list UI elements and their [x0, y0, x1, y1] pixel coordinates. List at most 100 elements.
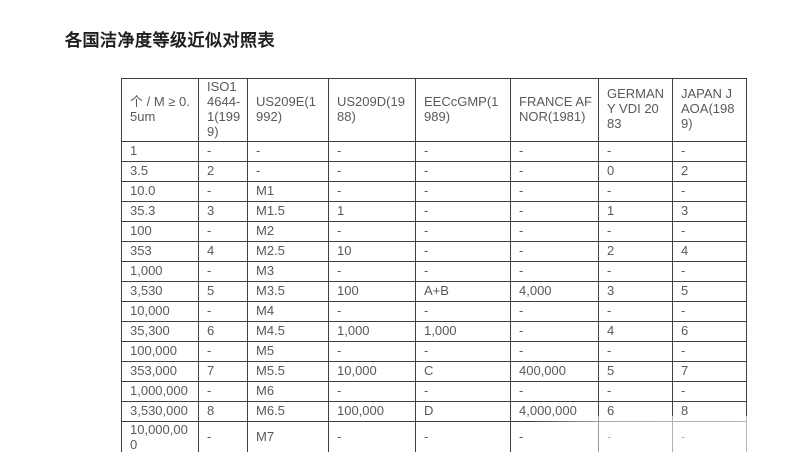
table-row: 35,300 6 M4.5 1,000 1,000-4 6 — [121, 320, 747, 342]
header-row: 个 / M ≥ 0.5um ISO14644-1(1999) US209E(1992… — [121, 78, 747, 142]
table-cell: M5 — [247, 340, 329, 362]
table-cell: 1,000 — [415, 320, 511, 342]
table-cell: 35,300 — [121, 320, 199, 342]
table-cell: - — [510, 200, 599, 222]
table-cell: - — [415, 420, 511, 452]
table-cell: 0 — [598, 160, 673, 182]
table-cell: - — [672, 180, 747, 202]
table-cell: M7 — [247, 420, 329, 452]
table-cell: - — [510, 240, 599, 262]
table-cell: - — [328, 180, 416, 202]
table-cell: - — [415, 200, 511, 222]
column-header: 个 / M ≥ 0.5um — [121, 78, 199, 142]
table-cell: - — [328, 260, 416, 282]
table-cell: 1,000 — [121, 260, 199, 282]
table-cell: M4 — [247, 300, 329, 322]
table-cell: - — [510, 320, 599, 342]
table-cell: 100 — [121, 220, 199, 242]
table-cell: - — [198, 220, 248, 242]
table-cell: - — [672, 420, 747, 452]
table-cell: - — [328, 380, 416, 402]
page-title: 各国洁净度等级近似对照表 — [65, 31, 275, 50]
table-cell: 353,000 — [121, 360, 199, 382]
table-cell: D — [415, 400, 511, 422]
table-cell: 10.0 — [121, 180, 199, 202]
table-cell: - — [415, 160, 511, 182]
table-body: 1- - - - - - -3.5 2- - - -0 2 10.0- M1- - - - -35.3 3 M1.5 1… — [121, 140, 747, 452]
table-cell: - — [198, 300, 248, 322]
table-cell: - — [328, 220, 416, 242]
table-cell: 100,000 — [328, 400, 416, 422]
table-cell: - — [415, 220, 511, 242]
column-header: GERMANY VDI 2083 — [598, 78, 673, 142]
table-cell: 6 — [672, 320, 747, 342]
table-row: 1,000- M3- - - - - — [121, 260, 747, 282]
table-cell: - — [198, 260, 248, 282]
table-cell: 10,000 — [121, 300, 199, 322]
table-cell: - — [510, 300, 599, 322]
table-cell: 35.3 — [121, 200, 199, 222]
table-cell: 3 — [198, 200, 248, 222]
table-cell: - — [328, 300, 416, 322]
table-cell: - — [328, 140, 416, 162]
table-cell: C — [415, 360, 511, 382]
table-cell: 3.5 — [121, 160, 199, 182]
table-cell: - — [415, 140, 511, 162]
table-cell: 5 — [672, 280, 747, 302]
table-cell: 2 — [672, 160, 747, 182]
table-cell: M2 — [247, 220, 329, 242]
table-cell: - — [510, 220, 599, 242]
table-cell: 2 — [598, 240, 673, 262]
table-cell: - — [510, 380, 599, 402]
table-cell: - — [510, 340, 599, 362]
table-cell: - — [510, 140, 599, 162]
table-cell: 3,530 — [121, 280, 199, 302]
table-cell: M6.5 — [247, 400, 329, 422]
table-cell: - — [415, 380, 511, 402]
column-header: FRANCE AFNOR(1981) — [510, 78, 599, 142]
table-cell: 1,000 — [328, 320, 416, 342]
table-cell: - — [672, 260, 747, 282]
table-cell: - — [672, 300, 747, 322]
table-cell: 3,530,000 — [121, 400, 199, 422]
table-cell: - — [198, 420, 248, 452]
table-cell: - — [510, 180, 599, 202]
table-cell: A+B — [415, 280, 511, 302]
table-cell: - — [328, 160, 416, 182]
table-cell: - — [198, 340, 248, 362]
table-row: 100- M2- - - - - — [121, 220, 747, 242]
table-cell: 4 — [198, 240, 248, 262]
column-header: JAPAN JAOA(1989) — [672, 78, 747, 142]
table-header: 个 / M ≥ 0.5um ISO14644-1(1999) US209E(1992… — [121, 78, 747, 142]
table-cell: - — [198, 380, 248, 402]
table-cell: 1 — [121, 140, 199, 162]
table-cell: 4 — [598, 320, 673, 342]
table-cell: - — [672, 380, 747, 402]
table-cell: - — [247, 140, 329, 162]
table-cell: 100,000 — [121, 340, 199, 362]
table-cell: - — [672, 220, 747, 242]
table-cell: M2.5 — [247, 240, 329, 262]
table-cell: - — [328, 340, 416, 362]
table-cell: - — [598, 260, 673, 282]
table-cell: 400,000 — [510, 360, 599, 382]
table-row: 100,000- M5- - - - - — [121, 340, 747, 362]
table-cell: - — [415, 240, 511, 262]
table-cell: - — [415, 260, 511, 282]
table-row: 3,530 5 M3.5 100 A+B 4,000 3 5 — [121, 280, 747, 302]
table-row: 35.3 3 M1.5 1- -1 3 — [121, 200, 747, 222]
table-cell: - — [415, 180, 511, 202]
table-cell: - — [247, 160, 329, 182]
table-row: 1,000,000- M6- - - - - — [121, 380, 747, 402]
table-row: 3,530,000 8 M6.5 100,000 D 4,000,000 6 8 — [121, 400, 747, 422]
table-cell: - — [510, 420, 599, 452]
table-cell: 10,000,000 — [121, 420, 199, 452]
table-cell: 7 — [198, 360, 248, 382]
table-cell: M3 — [247, 260, 329, 282]
table-cell: M5.5 — [247, 360, 329, 382]
table-cell: M4.5 — [247, 320, 329, 342]
table-cell: 3 — [672, 200, 747, 222]
table-cell: 7 — [672, 360, 747, 382]
table-cell: - — [328, 420, 416, 452]
